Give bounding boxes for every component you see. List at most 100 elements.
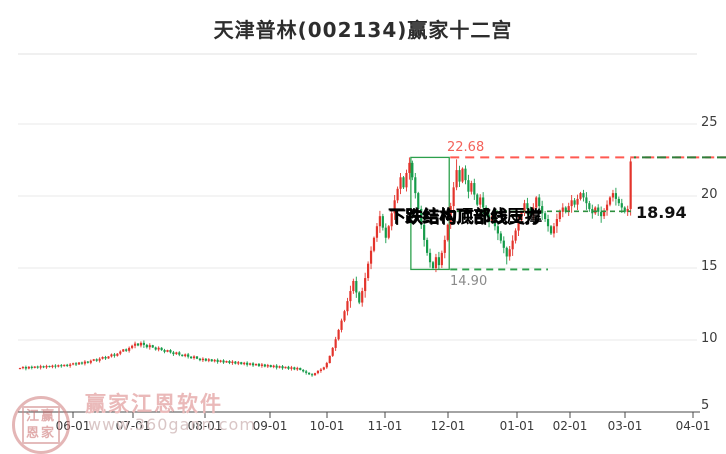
- candle-body: [340, 320, 343, 330]
- candle-body: [322, 367, 325, 370]
- candle-body: [573, 200, 576, 205]
- structure-annotation-top: 下跌结构顶部线压力: [388, 207, 541, 227]
- candle-body: [611, 193, 615, 198]
- candle-body: [461, 168, 464, 182]
- current-support-price-label: 18.94: [636, 203, 687, 222]
- candle-body: [402, 177, 405, 188]
- x-tick-label: 08-01: [187, 419, 223, 433]
- candle-body: [561, 207, 564, 212]
- candle-body: [511, 240, 514, 250]
- candle-body: [411, 162, 414, 178]
- candle-body: [313, 373, 317, 376]
- candle-body: [343, 311, 346, 321]
- candle-body: [358, 292, 361, 303]
- falling-structure-box: [410, 156, 450, 271]
- candle-body: [526, 203, 529, 209]
- candle-body: [455, 170, 458, 188]
- candle-body: [369, 250, 373, 264]
- y-tick-label: 15: [701, 259, 718, 274]
- candle-body: [367, 263, 370, 279]
- watermark-url-text: www.360gann.com: [88, 415, 256, 434]
- candle-body: [546, 219, 550, 227]
- candle-body: [355, 280, 358, 293]
- candle-body: [364, 278, 367, 292]
- candle-body: [128, 347, 131, 351]
- resistance-price-label: 22.68: [447, 140, 485, 155]
- candle-body: [467, 180, 470, 192]
- candle-body: [514, 230, 517, 241]
- stamp-square: 江赢 恩家: [22, 406, 60, 444]
- candle-body: [502, 240, 505, 248]
- candle-body: [169, 350, 172, 353]
- candle-body: [449, 206, 452, 225]
- candle-body: [493, 216, 497, 227]
- candle-body: [228, 361, 231, 364]
- candle-body: [296, 367, 299, 370]
- candle-body: [603, 210, 606, 217]
- x-tick-label: 09-01: [252, 419, 288, 433]
- y-tick-label: 25: [701, 115, 718, 130]
- candle-body: [594, 207, 597, 214]
- candle-body: [384, 227, 387, 238]
- candle-body: [378, 216, 381, 227]
- candle-body: [45, 365, 48, 368]
- candle-body: [434, 257, 438, 268]
- x-tick-label: 03-01: [607, 419, 643, 433]
- candle-body: [204, 358, 207, 361]
- candle-body: [535, 197, 538, 208]
- candle-body: [428, 252, 432, 263]
- candle-body: [570, 200, 573, 207]
- candle-body: [541, 206, 544, 214]
- candle-body: [293, 367, 296, 370]
- candle-body: [139, 342, 143, 346]
- candle-body: [623, 207, 626, 212]
- candle-body: [372, 237, 376, 251]
- candle-body: [72, 363, 75, 365]
- candle-body: [544, 213, 547, 220]
- stamp-row-1: 江赢: [25, 409, 56, 424]
- candle-body: [517, 220, 520, 231]
- candle-body: [476, 194, 479, 205]
- candle-body: [107, 356, 110, 359]
- candle-body: [98, 358, 101, 361]
- candle-body: [617, 198, 620, 204]
- candle-body: [48, 365, 51, 368]
- support-price-label: 14.90: [450, 274, 488, 289]
- candle-body: [452, 187, 455, 207]
- candle-body: [552, 226, 556, 234]
- candle-body: [597, 207, 600, 212]
- watermark-stamp-logo: 江赢 恩家: [12, 396, 70, 454]
- watermark-brand-text: 赢家江恩软件: [85, 392, 223, 416]
- candle-body: [142, 342, 145, 345]
- candle-body: [496, 226, 499, 234]
- candle-body: [302, 369, 305, 372]
- candle-body: [157, 347, 160, 350]
- candle-body: [576, 198, 579, 205]
- candle-body: [290, 367, 293, 369]
- candle-body: [178, 352, 181, 355]
- candle-body: [443, 239, 446, 253]
- candle-body: [310, 374, 314, 376]
- candle-body: [387, 226, 390, 238]
- candle-body: [249, 363, 252, 365]
- candle-body: [287, 366, 290, 369]
- candle-body: [319, 369, 322, 371]
- y-tick-label: 10: [701, 331, 718, 346]
- candle-body: [21, 367, 25, 369]
- candle-body: [608, 197, 612, 205]
- candle-body: [133, 343, 137, 346]
- candle-body: [284, 366, 287, 369]
- x-tick-label: 07-01: [115, 419, 151, 433]
- candle-body: [190, 356, 193, 359]
- candle-body: [57, 365, 60, 367]
- candle-body: [119, 351, 122, 354]
- candle-body: [390, 213, 393, 227]
- candle-body: [89, 360, 92, 363]
- candle-body: [148, 345, 151, 348]
- candle-body: [437, 257, 440, 266]
- candle-body: [198, 358, 202, 361]
- candle-body: [316, 370, 320, 374]
- candle-body: [95, 359, 98, 361]
- candle-body: [582, 193, 585, 198]
- page-title: 天津普林(002134)赢家十二宫: [213, 18, 513, 42]
